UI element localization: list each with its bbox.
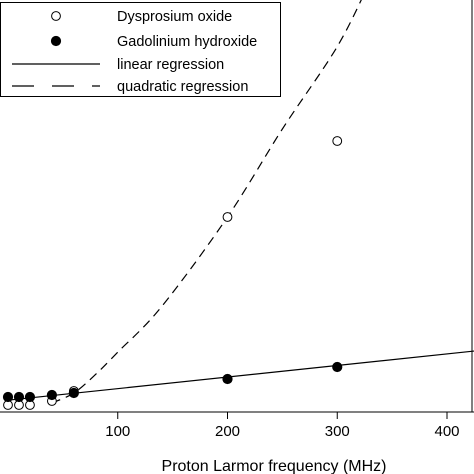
legend: Dysprosium oxide Gadolinium hydroxide line…	[0, 2, 281, 97]
gadolinium-hydroxide-point	[222, 373, 233, 385]
dysprosium-oxide-point	[332, 136, 343, 146]
legend-label-gadolinium-hydroxide: Gadolinium hydroxide	[117, 34, 257, 50]
legend-label-linear-regression: linear regression	[117, 57, 224, 73]
gadolinium-hydroxide-point	[13, 391, 25, 403]
quadratic-regression-line	[51, 0, 362, 404]
gadolinium-hydroxide-point	[332, 361, 343, 373]
legend-dysprosium-oxide-key	[51, 11, 61, 21]
legend-label-dysprosium-oxide: Dysprosium oxide	[117, 9, 232, 25]
dysprosium-oxide-point	[222, 212, 233, 222]
plot-lines	[7, 0, 474, 404]
legend-gadolinium-hydroxide-key	[50, 35, 62, 47]
x-tick-label: 200	[215, 423, 240, 440]
linear-regression-line	[7, 350, 474, 401]
gadolinium-hydroxide-point	[68, 387, 79, 399]
x-tick-label: 300	[325, 423, 350, 440]
gadolinium-hydroxide-point	[46, 389, 58, 401]
legend-label-quadratic-regression: quadratic regression	[117, 79, 248, 95]
gadolinium-hydroxide-point	[2, 391, 14, 403]
axes: 100 200 300 400	[0, 0, 474, 440]
x-tick-label: 100	[105, 423, 130, 440]
x-tick-label: 400	[434, 423, 459, 440]
plot-points	[2, 136, 343, 410]
x-axis-title: Proton Larmor frequency (MHz)	[162, 458, 387, 474]
gadolinium-hydroxide-point	[24, 391, 36, 403]
legend-box	[0, 2, 281, 97]
